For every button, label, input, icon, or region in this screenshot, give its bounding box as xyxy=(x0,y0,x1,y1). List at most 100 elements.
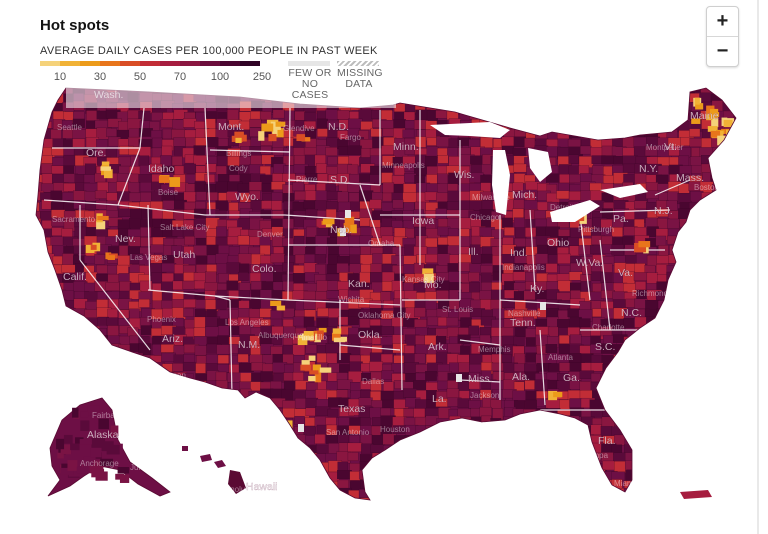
county-cell xyxy=(713,407,729,419)
county-cell xyxy=(162,470,175,482)
county-cell xyxy=(184,236,195,246)
county-cell xyxy=(625,100,638,113)
hotspot-county xyxy=(332,328,342,334)
county-cell xyxy=(656,255,670,264)
county-cell xyxy=(404,489,419,500)
county-cell xyxy=(41,407,54,419)
county-cell xyxy=(493,101,509,113)
county-cell xyxy=(557,280,571,292)
county-cell xyxy=(647,398,659,411)
county-cell xyxy=(105,282,120,291)
county-cell xyxy=(107,325,119,338)
state-label-miss: Miss. xyxy=(468,373,493,385)
county-cell xyxy=(458,435,470,446)
county-cell xyxy=(40,316,55,326)
county-cell xyxy=(436,192,448,203)
county-cell xyxy=(711,264,723,277)
county-cell xyxy=(689,352,704,363)
county-cell xyxy=(206,499,220,500)
county-cell xyxy=(272,461,285,472)
county-cell xyxy=(53,390,66,401)
county-cell xyxy=(668,319,684,329)
county-cell xyxy=(249,190,261,200)
county-cell xyxy=(360,479,373,489)
county-cell xyxy=(679,471,692,481)
county-cell xyxy=(183,488,196,499)
county-cell xyxy=(183,299,198,308)
hotspot-county xyxy=(308,355,316,361)
county-cell xyxy=(359,217,371,227)
county-cell xyxy=(248,497,260,500)
hotspot-county xyxy=(553,391,563,398)
county-cell xyxy=(446,209,462,219)
city-label: Omaha xyxy=(368,239,395,248)
county-cell xyxy=(140,417,156,428)
zoom-in-button[interactable]: + xyxy=(707,7,738,37)
hotspot-county xyxy=(300,364,312,371)
county-cell xyxy=(36,346,45,357)
county-cell xyxy=(305,481,321,491)
city-label: Juneau xyxy=(130,463,156,472)
county-cell xyxy=(118,371,133,381)
county-cell xyxy=(712,156,725,168)
county-cell xyxy=(369,361,383,372)
hotspot-county xyxy=(281,441,294,450)
county-cell xyxy=(40,417,54,428)
county-cell xyxy=(305,209,318,221)
county-cell xyxy=(713,490,728,500)
county-cell xyxy=(36,479,41,489)
county-cell xyxy=(36,352,44,364)
few-cases-county xyxy=(298,424,304,432)
county-cell xyxy=(534,379,550,391)
county-cell xyxy=(215,181,228,194)
state-label-ore: Ore. xyxy=(86,147,106,159)
county-cell xyxy=(634,389,647,402)
county-cell xyxy=(215,165,227,175)
county-cell xyxy=(328,244,340,256)
county-cell xyxy=(469,353,484,364)
county-cell xyxy=(457,488,470,498)
county-cell xyxy=(458,469,470,480)
city-label: Houston xyxy=(380,425,410,434)
county-cell xyxy=(491,453,507,464)
county-cell xyxy=(183,163,196,174)
county-cell xyxy=(250,462,262,474)
county-cell xyxy=(447,228,459,237)
county-cell xyxy=(515,462,530,473)
zoom-out-button[interactable]: − xyxy=(716,40,729,62)
county-cell xyxy=(690,237,703,250)
county-cell xyxy=(360,121,374,130)
county-cell xyxy=(689,407,702,418)
state-label-kan: Kan. xyxy=(348,278,370,290)
county-cell xyxy=(139,379,155,388)
city-label: Las Vegas xyxy=(130,253,167,262)
county-cell xyxy=(51,88,65,94)
county-cell xyxy=(669,398,683,411)
county-cell xyxy=(567,101,578,113)
county-cell xyxy=(678,183,690,194)
county-cell xyxy=(204,471,220,483)
county-cell xyxy=(689,344,703,357)
county-cell xyxy=(579,88,594,97)
county-cell xyxy=(337,281,349,291)
state-label-alaska: Alaska xyxy=(87,429,119,441)
county-cell xyxy=(282,308,295,318)
county-cell xyxy=(502,120,518,129)
county-cell xyxy=(339,364,350,373)
county-cell xyxy=(127,381,140,393)
county-cell xyxy=(592,496,604,500)
county-cell xyxy=(492,271,503,281)
city-label: Boston xyxy=(694,183,719,192)
county-cell xyxy=(569,245,580,256)
county-cell xyxy=(226,280,239,291)
county-cell xyxy=(447,245,460,256)
county-cell xyxy=(689,280,701,293)
county-cell xyxy=(623,487,636,497)
county-cell xyxy=(492,371,505,381)
county-cell xyxy=(403,111,416,121)
county-cell xyxy=(271,326,284,336)
county-cell xyxy=(678,426,692,437)
county-cell xyxy=(699,398,715,411)
county-cell xyxy=(666,271,680,283)
